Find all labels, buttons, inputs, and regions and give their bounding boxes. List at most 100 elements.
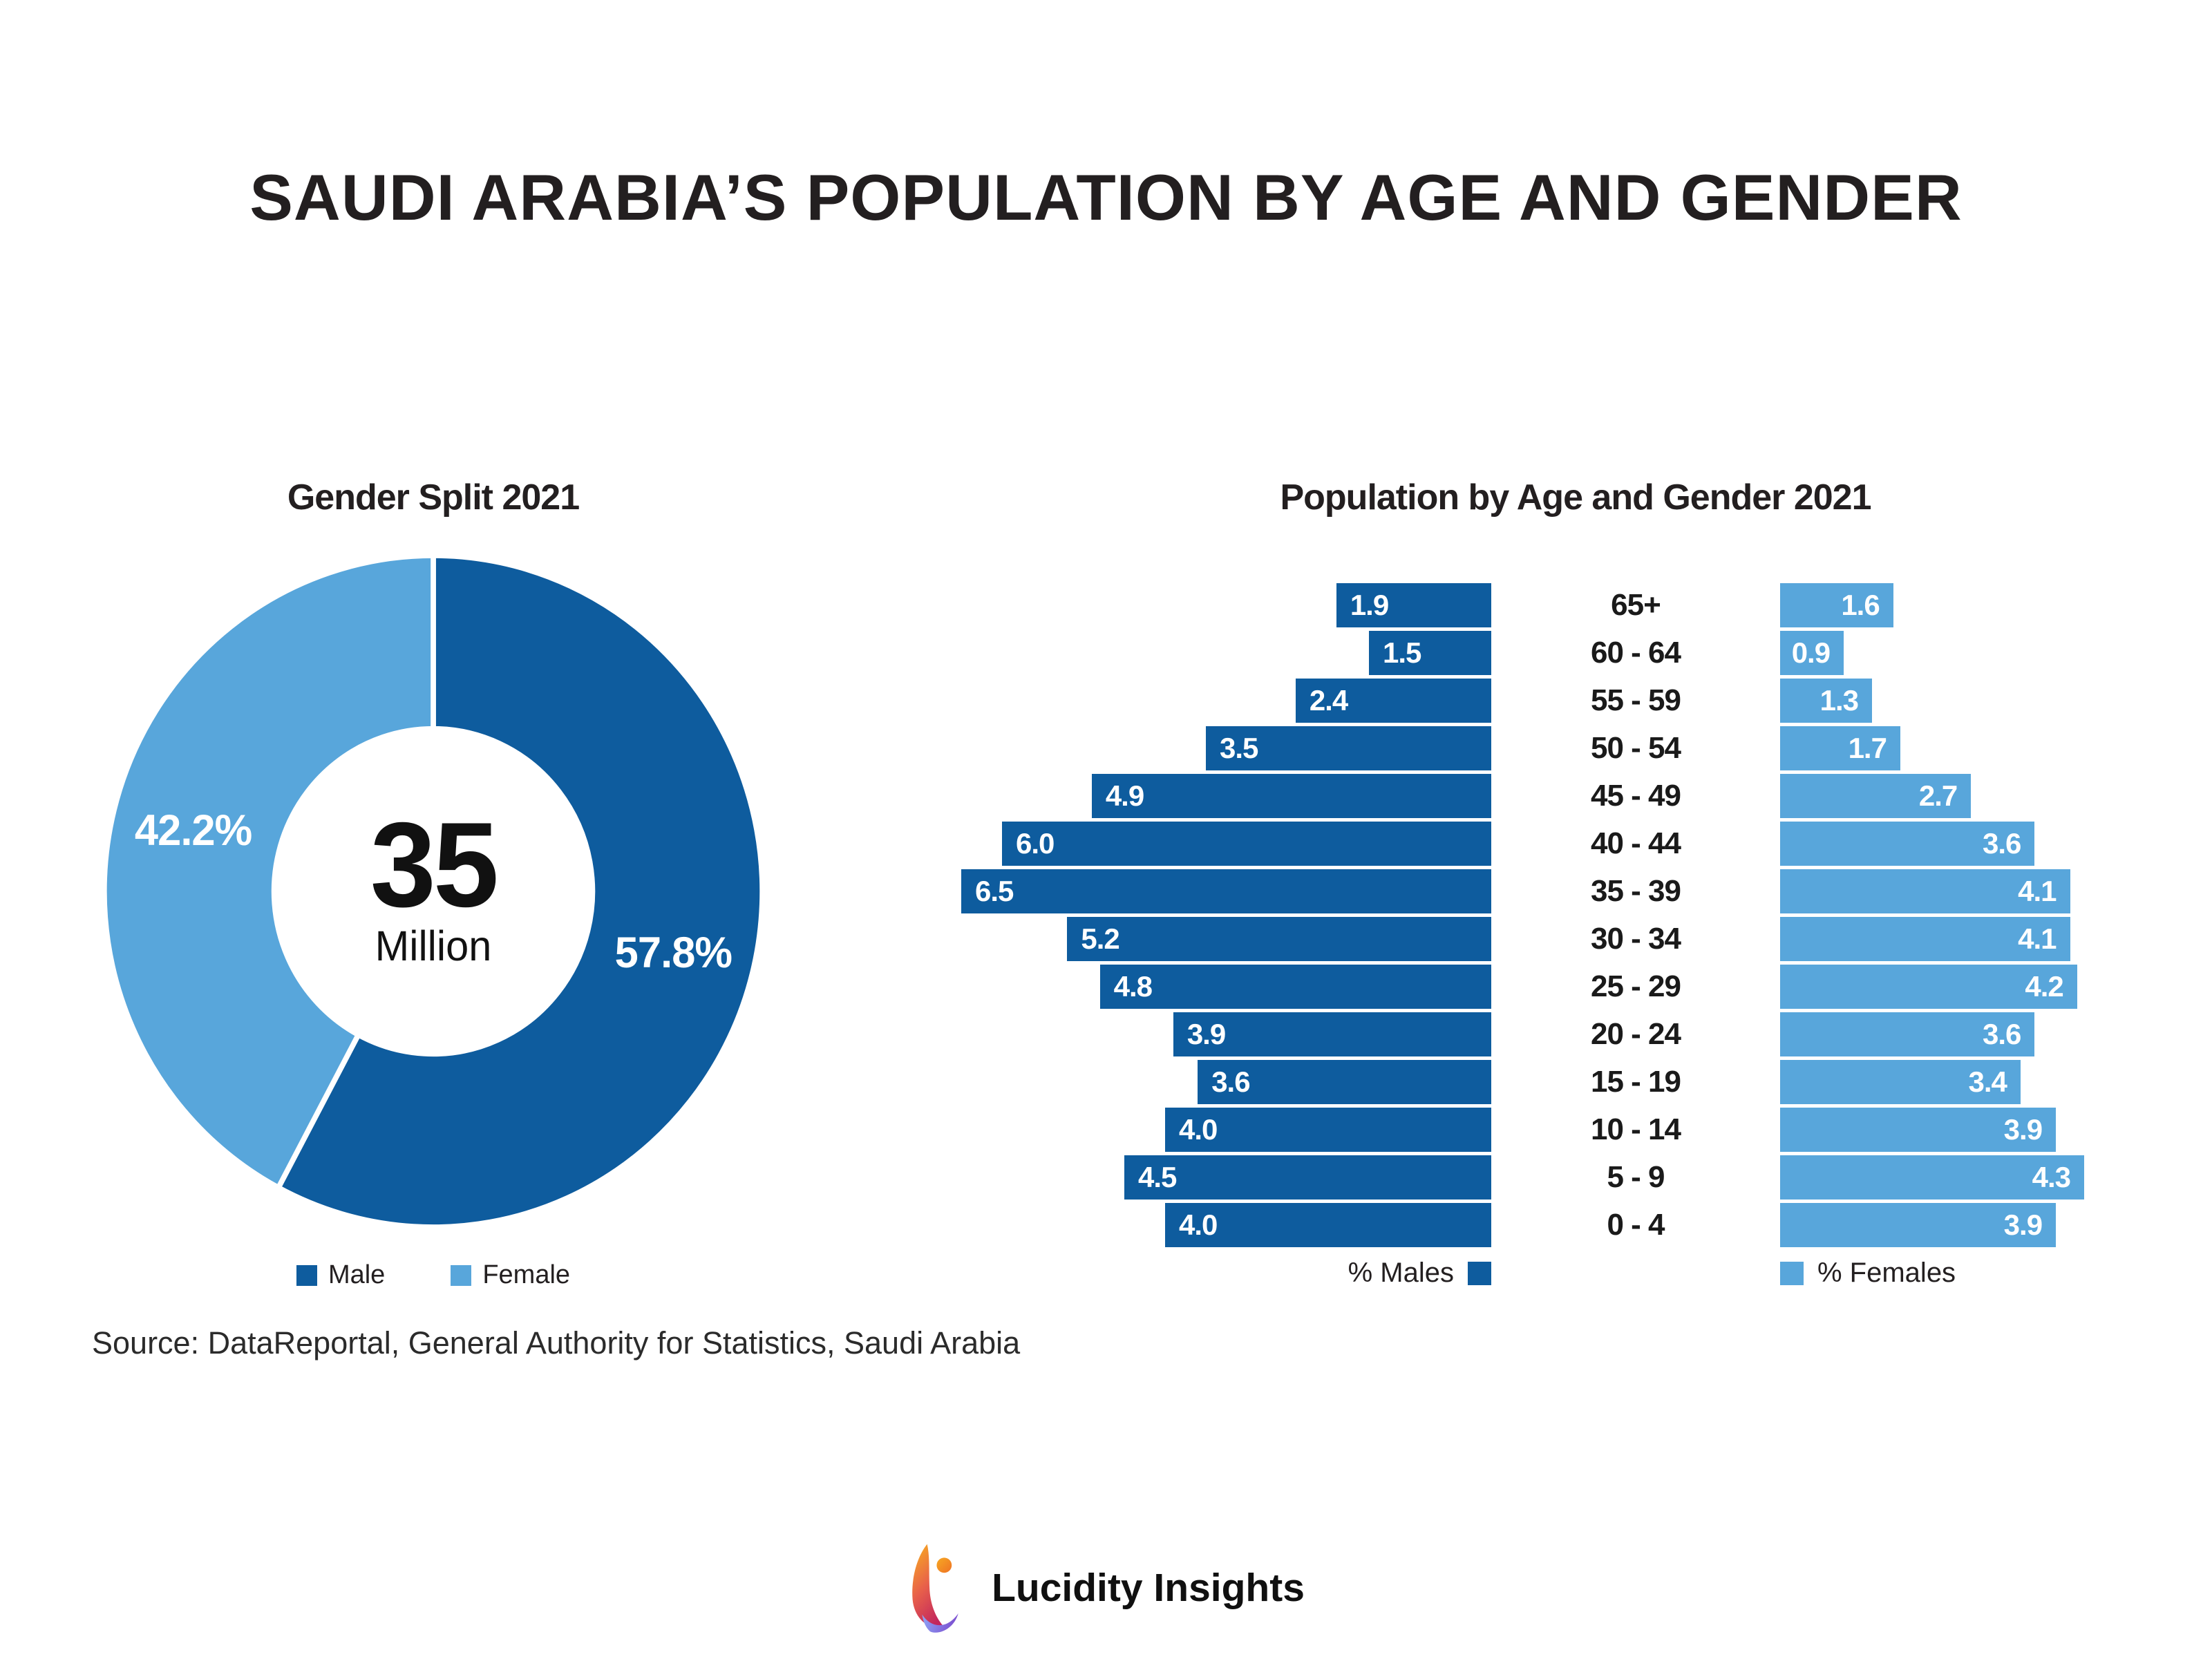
male-bar-30-34: 5.2 (1067, 917, 1491, 961)
donut-value-label-male: 57.8% (615, 929, 732, 978)
age-group-label: 55 - 59 (1591, 683, 1681, 717)
female-bar-value: 3.9 (2003, 1113, 2043, 1146)
pyramid-row-female: 3.9 (1780, 1203, 2084, 1247)
female-bar-value: 4.1 (2018, 875, 2057, 907)
age-group-label: 5 - 9 (1607, 1160, 1665, 1194)
male-bar-value: 5.2 (1081, 922, 1119, 955)
pyramid-row-male: 5.2 (961, 917, 1491, 961)
pyramid-row-male: 3.6 (961, 1060, 1491, 1104)
age-group-label: 0 - 4 (1607, 1208, 1665, 1242)
male-bar-value: 6.0 (1016, 827, 1055, 860)
female-bar-40-44: 3.6 (1780, 822, 2035, 866)
females-legend-label: % Females (1817, 1258, 1956, 1288)
pyramid-row-female: 3.9 (1780, 1108, 2084, 1152)
female-bar-45-49: 2.7 (1780, 774, 1972, 818)
male-color-swatch (1468, 1261, 1491, 1285)
male-bar-value: 4.5 (1138, 1161, 1177, 1193)
male-bar-15-19: 3.6 (1198, 1060, 1491, 1104)
donut-chart-title: Gender Split 2021 (287, 477, 580, 518)
males-legend-label: % Males (1348, 1258, 1454, 1288)
female-bar-value: 4.1 (2018, 922, 2057, 955)
male-bar-60-64: 1.5 (1369, 631, 1491, 675)
female-bar-value: 1.7 (1848, 732, 1887, 764)
age-group-label: 10 - 14 (1591, 1112, 1681, 1146)
female-bar-30-34: 4.1 (1780, 917, 2070, 961)
age-group-label: 25 - 29 (1591, 969, 1681, 1003)
pyramid-row-female: 2.7 (1780, 774, 2084, 818)
females-legend: % Females (1780, 1258, 2084, 1289)
age-group-label: 35 - 39 (1591, 874, 1681, 908)
pyramid-row-male: 6.0 (961, 822, 1491, 866)
pyramid-row-male: 1.5 (961, 631, 1491, 675)
female-bar-0-4: 3.9 (1780, 1203, 2057, 1247)
female-bar-value: 3.9 (2003, 1208, 2043, 1241)
pyramid-row-male: 4.0 (961, 1108, 1491, 1152)
female-bar-55-59: 1.3 (1780, 679, 1873, 723)
female-bar-35-39: 4.1 (1780, 869, 2070, 913)
pyramid-row-male: 2.4 (961, 679, 1491, 723)
male-bar-value: 1.9 (1350, 589, 1389, 621)
female-bar-value: 0.9 (1791, 636, 1831, 669)
age-group-label: 50 - 54 (1591, 731, 1681, 765)
legend-item-male: Male (296, 1260, 385, 1290)
male-bar-5-9: 4.5 (1124, 1155, 1491, 1200)
male-bar-45-49: 4.9 (1091, 774, 1491, 818)
male-bar-40-44: 6.0 (1002, 822, 1491, 866)
female-bar-65+: 1.6 (1780, 583, 1893, 627)
age-group-label: 20 - 24 (1591, 1017, 1681, 1051)
pyramid-row-male: 4.8 (961, 965, 1491, 1009)
donut-slice-female (102, 552, 436, 1192)
female-bar-60-64: 0.9 (1780, 631, 1844, 675)
male-bar-0-4: 4.0 (1165, 1203, 1491, 1247)
pyramid-row-male: 1.9 (961, 583, 1491, 627)
age-group-label: 65+ (1611, 588, 1661, 622)
female-color-swatch (1780, 1261, 1804, 1285)
male-bar-55-59: 2.4 (1295, 679, 1491, 723)
male-bar-value: 4.9 (1105, 779, 1144, 812)
male-bar-value: 4.0 (1179, 1113, 1218, 1146)
female-bar-20-24: 3.6 (1780, 1012, 2035, 1056)
donut-legend: Male Female (102, 1260, 765, 1290)
pyramid-row-male: 4.9 (961, 774, 1491, 818)
pyramid-row-female: 1.6 (1780, 583, 2084, 627)
female-bar-value: 3.6 (1982, 827, 2021, 860)
male-bar-35-39: 6.5 (961, 869, 1491, 913)
pyramid-row-female: 0.9 (1780, 631, 2084, 675)
donut-center-value: 35 (370, 797, 496, 932)
male-bar-value: 4.8 (1113, 970, 1153, 1003)
pyramid-row-male: 3.5 (961, 726, 1491, 770)
pyramid-row-male: 4.5 (961, 1155, 1491, 1200)
age-group-label: 45 - 49 (1591, 779, 1681, 813)
female-bar-value: 2.7 (1918, 779, 1958, 812)
female-bar-value: 3.4 (1968, 1065, 2007, 1098)
male-bar-value: 2.4 (1309, 684, 1348, 717)
pyramid-row-female: 3.6 (1780, 1012, 2084, 1056)
male-bar-50-54: 3.5 (1206, 726, 1491, 770)
female-bar-value: 4.3 (2032, 1161, 2071, 1193)
female-bar-25-29: 4.2 (1780, 965, 2077, 1009)
female-bar-50-54: 1.7 (1780, 726, 1900, 770)
pyramid-row-female: 1.7 (1780, 726, 2084, 770)
male-bar-value: 3.6 (1211, 1065, 1250, 1098)
male-bar-value: 1.5 (1383, 636, 1421, 669)
female-bar-value: 4.2 (2025, 970, 2063, 1003)
donut-center-unit: Million (375, 922, 492, 969)
pyramid-row-female: 1.3 (1780, 679, 2084, 723)
age-group-label: 15 - 19 (1591, 1065, 1681, 1099)
male-bar-10-14: 4.0 (1165, 1108, 1491, 1152)
female-bar-5-9: 4.3 (1780, 1155, 2084, 1200)
female-bar-value: 1.3 (1819, 684, 1859, 717)
source-note: Source: DataReportal, General Authority … (92, 1325, 1021, 1361)
male-bar-value: 3.9 (1187, 1018, 1226, 1050)
male-legend-label: Male (328, 1260, 386, 1289)
female-legend-label: Female (482, 1260, 571, 1289)
page-title: SAUDI ARABIA’S POPULATION BY AGE AND GEN… (249, 161, 1963, 234)
male-color-swatch (296, 1264, 317, 1286)
donut-slice-male (274, 552, 765, 1230)
male-bar-value: 4.0 (1179, 1208, 1218, 1241)
male-bar-25-29: 4.8 (1099, 965, 1491, 1009)
legend-item-female: Female (451, 1260, 570, 1290)
male-bar-20-24: 3.9 (1173, 1012, 1491, 1056)
female-color-swatch (451, 1264, 472, 1286)
